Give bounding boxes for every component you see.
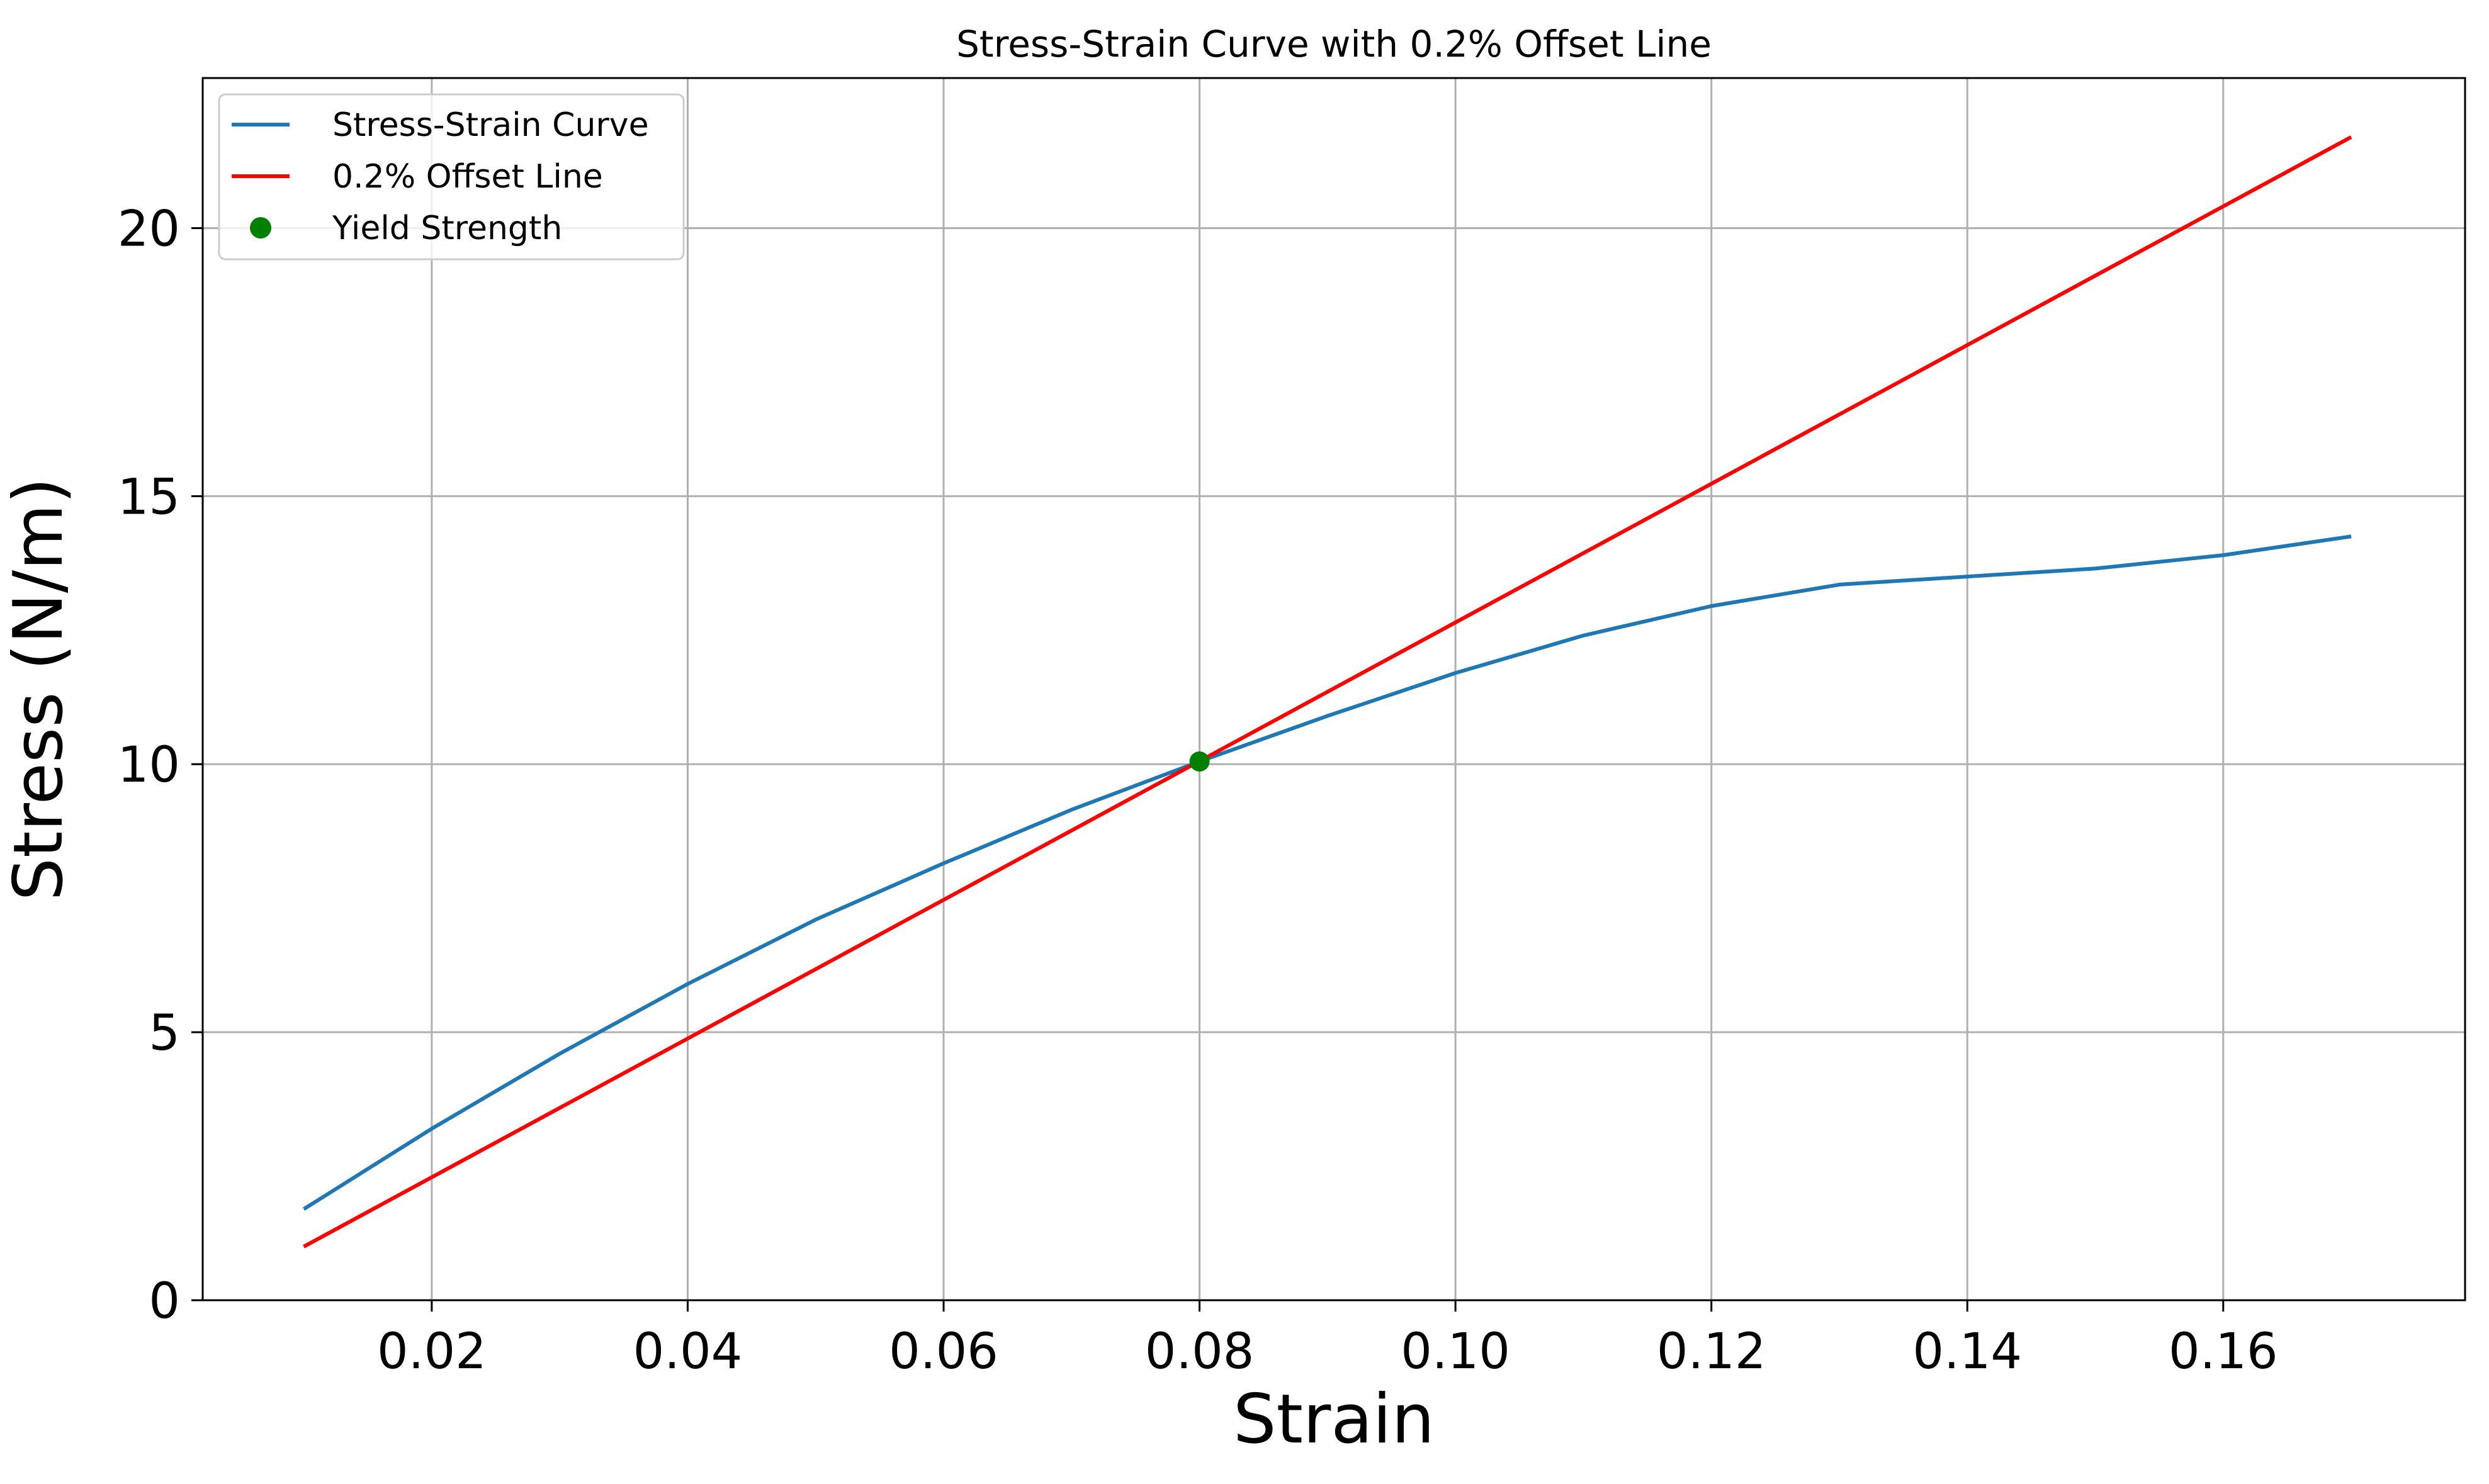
legend-label-yield-strength: Yield Strength xyxy=(332,210,562,247)
x-tick-label: 0.16 xyxy=(2169,1324,2278,1380)
series-line-0-2-offset-line xyxy=(303,135,2352,1249)
x-tick-label: 0.12 xyxy=(1657,1324,1766,1380)
legend: Stress-Strain Curve 0.2% Offset Line Yield… xyxy=(218,93,685,261)
series-line-stress-strain-curve xyxy=(303,534,2352,1211)
y-axis-label: Stress (N/m) xyxy=(0,478,78,901)
y-tick-label: 20 xyxy=(118,201,180,257)
y-tick-label: 10 xyxy=(118,737,180,794)
plot-series xyxy=(303,135,2352,1249)
x-tick-label: 0.14 xyxy=(1912,1324,2022,1380)
x-tick-label: 0.04 xyxy=(633,1324,743,1380)
x-tick-label: 0.08 xyxy=(1145,1324,1255,1380)
x-axis-label: Strain xyxy=(1233,1380,1435,1459)
plot-frame xyxy=(201,77,2466,1301)
y-tick-label: 5 xyxy=(149,1005,180,1062)
legend-label-0-2-offset-line: 0.2% Offset Line xyxy=(332,158,603,196)
x-tick-label: 0.02 xyxy=(377,1324,487,1380)
y-tick-label: 0 xyxy=(149,1273,180,1330)
x-tick-label: 0.10 xyxy=(1401,1324,1510,1380)
legend-box xyxy=(218,93,685,261)
legend-label-stress-strain-curve: Stress-Strain Curve xyxy=(332,106,649,144)
axis-ticks: 0.02 0.04 0.06 0.08 0.10 0.12 0.14 0.16 0 5 10 15 20 xyxy=(118,201,2278,1380)
legend-swatch-yield-strength xyxy=(250,217,271,239)
chart-title: Stress-Strain Curve with 0.2% Offset Lin… xyxy=(956,23,1712,65)
x-tick-label: 0.06 xyxy=(889,1324,998,1380)
y-tick-label: 15 xyxy=(118,469,180,526)
point-yield-strength xyxy=(1189,751,1210,772)
